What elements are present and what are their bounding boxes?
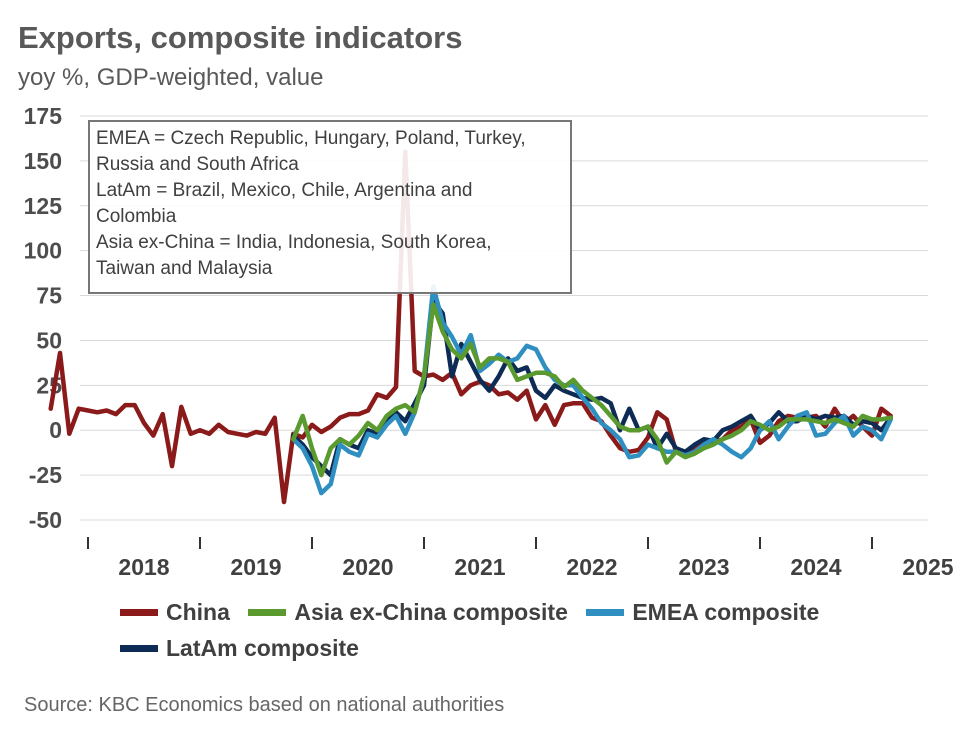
x-tick-label: 2018 bbox=[118, 554, 169, 580]
chart-title: Exports, composite indicators bbox=[18, 20, 463, 55]
note-line: LatAm = Brazil, Mexico, Chile, Argentina… bbox=[96, 180, 473, 201]
series-line-emea-composite bbox=[291, 284, 893, 496]
legend-item-asia: Asia ex-China composite bbox=[248, 594, 568, 630]
legend-item-china: China bbox=[120, 594, 230, 630]
x-tick-label: 2023 bbox=[678, 554, 729, 580]
x-tick-label: 2022 bbox=[566, 554, 617, 580]
source-note: Source: KBC Economics based on national … bbox=[24, 694, 505, 716]
note-line: Colombia bbox=[96, 206, 177, 227]
y-tick-label: -25 bbox=[29, 462, 62, 488]
series-line-latam-composite bbox=[291, 298, 893, 478]
legend-label: LatAm composite bbox=[166, 634, 359, 661]
x-tick-label: 2025 bbox=[902, 554, 953, 580]
legend-swatch bbox=[120, 644, 158, 652]
legend-item-latam: LatAm composite bbox=[120, 630, 359, 666]
definitions-note: EMEA = Czech Republic, Hungary, Poland, … bbox=[88, 120, 572, 294]
legend-label: EMEA composite bbox=[632, 598, 820, 625]
legend-swatch bbox=[586, 608, 625, 616]
series-lines bbox=[48, 149, 893, 505]
y-tick-label: 0 bbox=[49, 417, 62, 443]
y-tick-label: 100 bbox=[24, 238, 62, 264]
series-line-asia-ex-china-composite bbox=[291, 302, 893, 478]
chart-legend: China Asia ex-China composite EMEA compo… bbox=[120, 594, 920, 666]
note-line: EMEA = Czech Republic, Hungary, Poland, … bbox=[96, 128, 526, 149]
legend-swatch bbox=[248, 608, 287, 616]
legend-label: China bbox=[166, 598, 230, 625]
legend-item-emea: EMEA composite bbox=[586, 594, 819, 630]
x-tick-label: 2019 bbox=[230, 554, 281, 580]
note-line: Taiwan and Malaysia bbox=[96, 258, 273, 279]
chart-subtitle: yoy %, GDP-weighted, value bbox=[18, 64, 324, 91]
y-tick-label: 125 bbox=[24, 193, 63, 219]
legend-swatch bbox=[120, 608, 158, 616]
x-axis: 2018 2019 2020 2021 2022 2023 2024 2025 bbox=[87, 537, 954, 580]
note-line: Asia ex-China = India, Indonesia, South … bbox=[96, 232, 492, 253]
x-tick-label: 2021 bbox=[454, 554, 505, 580]
x-tick-label: 2024 bbox=[790, 554, 841, 580]
x-tick-label: 2020 bbox=[342, 554, 393, 580]
y-tick-label: 175 bbox=[24, 103, 63, 129]
y-tick-label: 50 bbox=[36, 327, 62, 353]
note-line: Russia and South Africa bbox=[96, 154, 299, 175]
legend-label: Asia ex-China composite bbox=[294, 598, 568, 625]
y-tick-label: 150 bbox=[24, 148, 62, 174]
y-tick-label: 75 bbox=[36, 283, 62, 309]
y-tick-label: -50 bbox=[29, 507, 62, 533]
